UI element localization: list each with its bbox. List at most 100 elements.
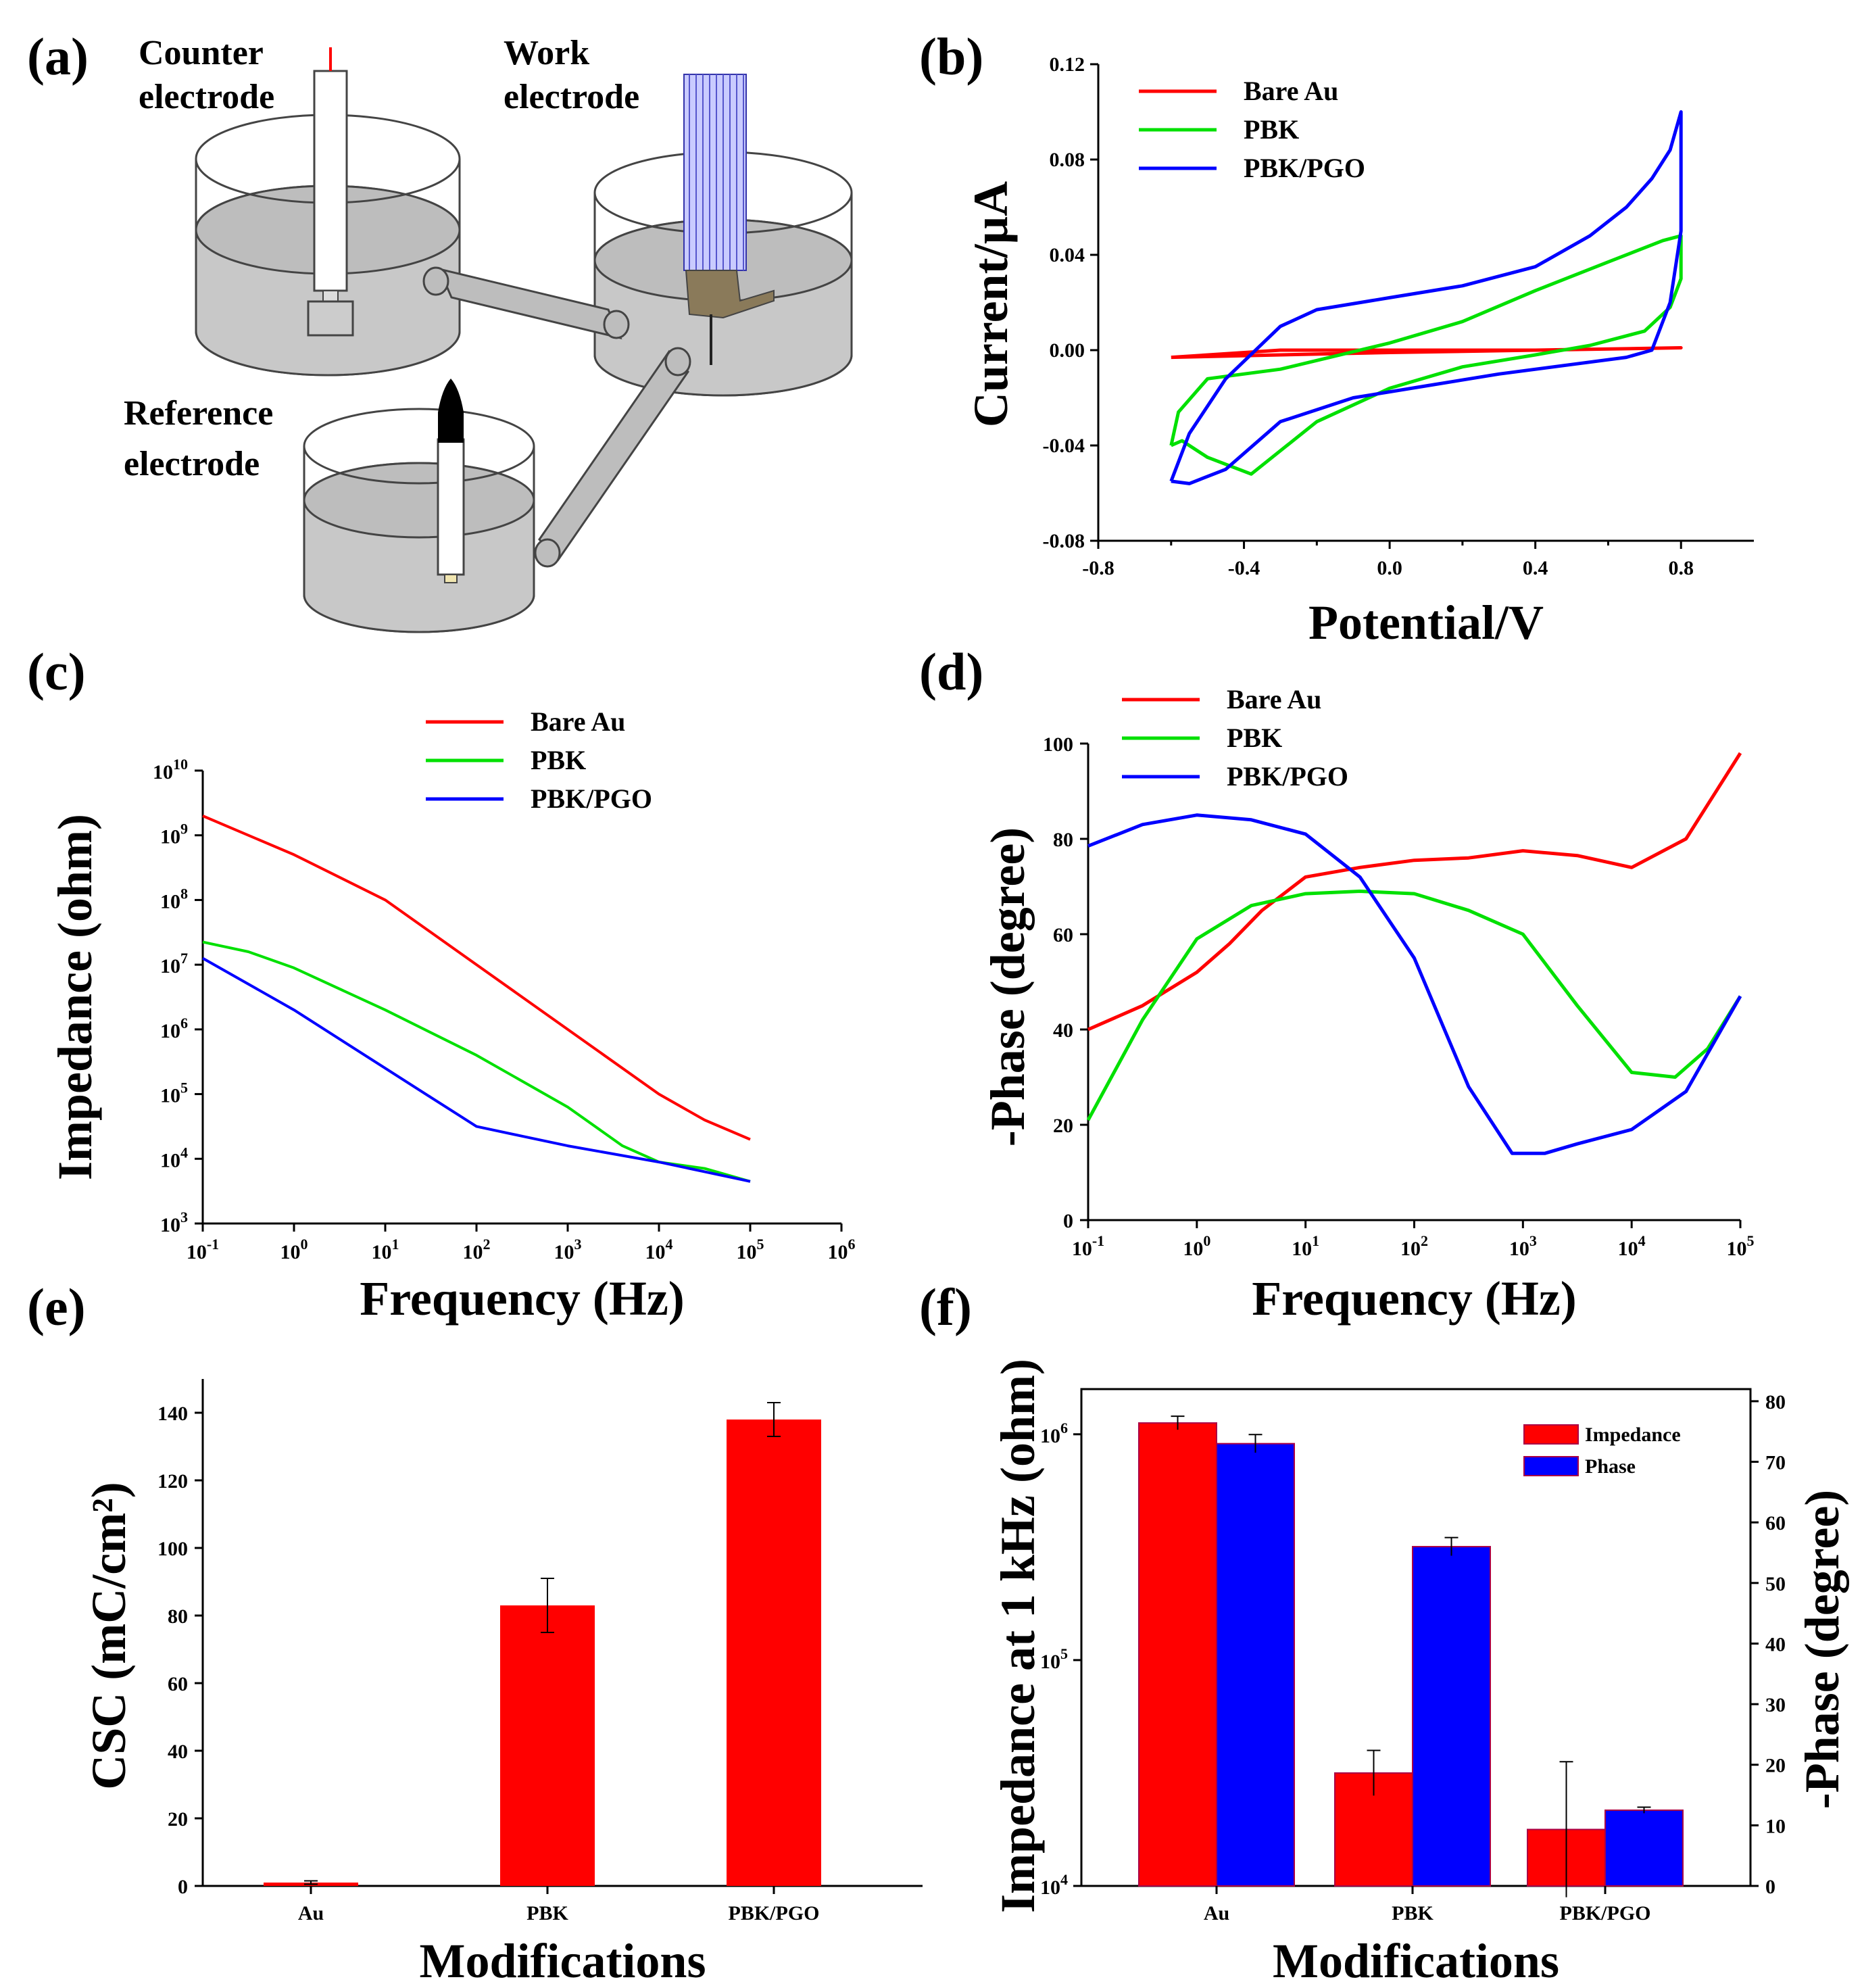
series-line-1 bbox=[202, 940, 751, 1183]
x-tick-label: PBK/PGO bbox=[729, 1902, 820, 1924]
x-tick-label: 10-1 bbox=[187, 1236, 219, 1263]
right-tick-label: 10 bbox=[1765, 1815, 1786, 1837]
y-tick-label: 107 bbox=[160, 950, 188, 977]
left-tick-label-base: 10 bbox=[1040, 1876, 1060, 1899]
x-tick-label: PBK/PGO bbox=[1560, 1902, 1651, 1924]
legend-label-phase: Phase bbox=[1585, 1455, 1636, 1478]
series-line-1 bbox=[1086, 890, 1742, 1121]
x-tick-label-base: 10 bbox=[737, 1241, 757, 1263]
x-tick-label-base: 10 bbox=[828, 1241, 848, 1263]
y-tick-label: 0.08 bbox=[1050, 149, 1085, 171]
y-tick-label-exp: 6 bbox=[180, 1015, 188, 1032]
x-tick-label: 104 bbox=[1618, 1232, 1646, 1260]
y-tick-label: 104 bbox=[160, 1144, 188, 1171]
left-tick-label-exp: 6 bbox=[1060, 1420, 1068, 1436]
panel-label-c: (c) bbox=[27, 642, 86, 701]
bar-1 bbox=[500, 1605, 595, 1886]
x-tick-label: 101 bbox=[1292, 1232, 1319, 1260]
y-axis-title: Impedance (ohm) bbox=[48, 814, 102, 1180]
legend-label-2: PBK/PGO bbox=[1244, 153, 1365, 183]
y-tick-label: 0.04 bbox=[1050, 244, 1085, 266]
y-tick-label-base: 10 bbox=[160, 1149, 180, 1171]
x-tick-label: Au bbox=[298, 1902, 324, 1924]
right-tick-label: 30 bbox=[1765, 1694, 1786, 1716]
x-tick-label-exp: 1 bbox=[1312, 1232, 1319, 1249]
right-tick-label: 50 bbox=[1765, 1573, 1786, 1595]
y-tick-label: 40 bbox=[168, 1741, 188, 1763]
left-tick-label-exp: 5 bbox=[1060, 1645, 1068, 1662]
x-tick-label-base: 10 bbox=[1400, 1238, 1421, 1260]
panel-label-a: (a) bbox=[27, 27, 89, 86]
y-tick-label: 60 bbox=[1053, 924, 1073, 946]
y-tick-label-base: 10 bbox=[160, 826, 180, 848]
y-tick-label: 60 bbox=[168, 1673, 188, 1695]
x-tick-label-exp: 6 bbox=[848, 1236, 856, 1253]
series-line-0 bbox=[1087, 752, 1742, 1032]
x-tick-label: 102 bbox=[463, 1236, 491, 1263]
panel-label-b: (b) bbox=[919, 27, 983, 86]
x-axis-title: Frequency (Hz) bbox=[360, 1271, 685, 1326]
y-tick-label-exp: 8 bbox=[180, 885, 188, 902]
y-tick-label-exp: 4 bbox=[180, 1144, 188, 1161]
x-tick-label-exp: 2 bbox=[1421, 1232, 1428, 1249]
x-tick-label: Au bbox=[1204, 1902, 1229, 1924]
right-tick-label: 60 bbox=[1765, 1512, 1786, 1534]
x-tick-label: 0.0 bbox=[1377, 557, 1402, 579]
counter-electrode-label-2: electrode bbox=[139, 78, 274, 116]
x-tick-label-exp: 1 bbox=[392, 1236, 399, 1253]
x-tick-label: PBK bbox=[526, 1902, 568, 1924]
x-tick-label-base: 10 bbox=[372, 1241, 392, 1263]
work-electrode-label-1: Work bbox=[504, 34, 589, 72]
legend-swatch-phase bbox=[1523, 1456, 1579, 1476]
x-tick-label-base: 10 bbox=[1618, 1238, 1638, 1260]
reference-electrode-label-2: electrode bbox=[124, 445, 260, 483]
y-tick-label-base: 10 bbox=[160, 955, 180, 977]
left-tick-label-exp: 4 bbox=[1060, 1871, 1068, 1888]
phase-bar-2 bbox=[1604, 1809, 1684, 1887]
x-axis-title: Frequency (Hz) bbox=[1252, 1271, 1577, 1326]
y-tick-label-exp: 10 bbox=[173, 756, 188, 773]
x-axis-title: Potential/V bbox=[1308, 596, 1544, 650]
x-tick-label-base: 10 bbox=[554, 1241, 574, 1263]
legend-label-2: PBK/PGO bbox=[531, 783, 652, 814]
legend-label-0: Bare Au bbox=[1227, 684, 1321, 714]
panel-label-f: (f) bbox=[919, 1278, 972, 1336]
y-tick-label: 0.12 bbox=[1050, 53, 1085, 76]
y-tick-label: 120 bbox=[157, 1470, 188, 1493]
left-tick-label-base: 10 bbox=[1040, 1425, 1060, 1447]
x-tick-label-exp: 5 bbox=[1747, 1232, 1755, 1249]
y-tick-label: -0.04 bbox=[1043, 435, 1085, 457]
y-tick-label-exp: 3 bbox=[180, 1209, 188, 1226]
x-tick-label: 105 bbox=[1727, 1232, 1755, 1260]
x-tick-label: 0.4 bbox=[1523, 557, 1548, 579]
phase-bar-1 bbox=[1412, 1546, 1491, 1887]
y-tick-label-base: 10 bbox=[160, 1085, 180, 1107]
work-electrode-label-2: electrode bbox=[504, 78, 639, 116]
x-tick-label-base: 10 bbox=[187, 1241, 207, 1263]
bar-2 bbox=[727, 1420, 821, 1886]
y-tick-label: 103 bbox=[160, 1209, 188, 1236]
x-tick-label: 0.8 bbox=[1668, 557, 1694, 579]
x-tick-label-exp: 3 bbox=[1529, 1232, 1537, 1249]
y-tick-label: 100 bbox=[1043, 733, 1073, 756]
x-tick-label-base: 10 bbox=[1509, 1238, 1529, 1260]
x-tick-label-base: 10 bbox=[1183, 1238, 1203, 1260]
phase-bar-0 bbox=[1216, 1442, 1295, 1887]
x-tick-label-base: 10 bbox=[280, 1241, 301, 1263]
x-axis-title: Modifications bbox=[1273, 1934, 1559, 1988]
y-tick-label: 0 bbox=[1063, 1210, 1073, 1232]
y-tick-label: 109 bbox=[160, 821, 188, 848]
chart-e-csc-bars: 0 20 40 60 80 100 120 140 Au PBK PBK/PGO Modificati… bbox=[82, 1379, 923, 1988]
series-line-0 bbox=[202, 815, 751, 1141]
x-tick-label: 103 bbox=[1509, 1232, 1537, 1260]
y-tick-label-exp: 5 bbox=[180, 1080, 188, 1096]
x-tick-label: 10-1 bbox=[1072, 1232, 1104, 1260]
series-line-2 bbox=[1087, 813, 1742, 1155]
legend-label-0: Bare Au bbox=[1244, 76, 1338, 106]
y-tick-label: 20 bbox=[1053, 1115, 1073, 1137]
x-tick-label: -0.8 bbox=[1082, 557, 1114, 579]
series-line-2 bbox=[202, 956, 751, 1183]
left-tick-label: 104 bbox=[1040, 1871, 1068, 1899]
counter-electrode-label-1: Counter bbox=[139, 34, 264, 72]
